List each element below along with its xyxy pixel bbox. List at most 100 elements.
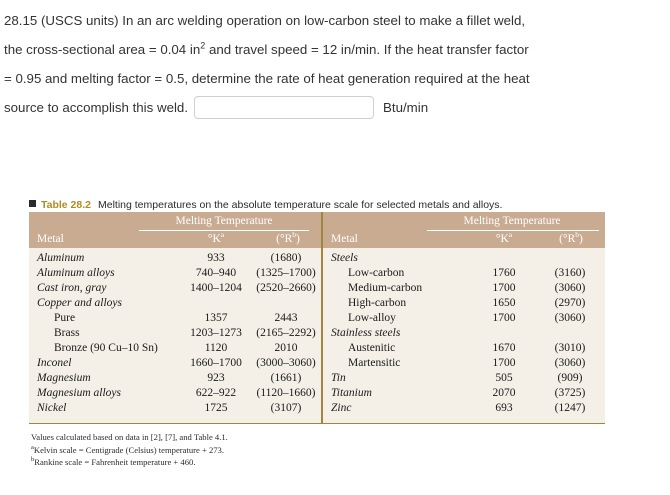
header-rankine-left-note: b: [292, 230, 296, 240]
table-cell-rankine: (3060): [554, 282, 586, 294]
table-row-label: Low-alloy: [348, 312, 396, 324]
table-cell-rankine: (1680): [270, 252, 302, 264]
answer-input[interactable]: [194, 96, 375, 119]
table-cell-kelvin: 1650: [492, 297, 516, 309]
footnote-marker: b: [31, 456, 35, 464]
table-cell-kelvin: 933: [207, 252, 225, 264]
table-caption: Table 28.2 Melting temperatures on the a…: [29, 199, 502, 211]
question-line-3: = 0.95 and melting factor = 0.5, determi…: [4, 71, 530, 86]
table-row-label: Tin: [331, 372, 346, 384]
table-body: Aluminum 933 (1680) Aluminum alloys 740–940 (…: [29, 212, 605, 423]
table-cell-kelvin: 1203–1273: [190, 327, 242, 339]
header-rankine-left-close: ): [296, 233, 300, 245]
table-row-label: Cast iron, gray: [37, 282, 107, 294]
table-cell-kelvin: 1400–1204: [190, 282, 242, 294]
table-row-label: Brass: [54, 327, 80, 339]
table-cell-rankine: (1247): [554, 402, 586, 414]
table-row-label: Titanium: [331, 387, 372, 399]
footnote-text: Rankine scale = Fahrenheit temperature +…: [34, 457, 196, 468]
header-group-title-right: Melting Temperature: [463, 215, 561, 227]
table-header-right: Melting Temperature Metal °Ka (°Rb): [322, 212, 605, 248]
question-block: 28.15 (USCS units) In an arc welding ope…: [0, 0, 670, 122]
header-rule-right: [427, 230, 599, 231]
table-cell-rankine: (3000–3060): [256, 357, 316, 369]
header-rankine-left-text: (°R: [276, 233, 293, 245]
table-cell-rankine: (3060): [554, 357, 586, 369]
question-line-2-suffix: and travel speed = 12 in/min. If the hea…: [205, 42, 529, 57]
table-cell-kelvin: 2070: [492, 387, 516, 399]
footnote: Values calculated based on data in [2], …: [31, 431, 451, 444]
table-cell-rankine: 2010: [274, 342, 298, 354]
question-line-2: the cross-sectional area = 0.04 in2 and …: [4, 35, 662, 64]
table-cell-kelvin: 1357: [204, 312, 228, 324]
melting-temperature-table: Melting Temperature Metal °Ka (°Rb) Melt…: [29, 212, 605, 424]
header-metal-right: Metal: [331, 233, 358, 245]
caption-text: Melting temperatures on the absolute tem…: [98, 199, 503, 211]
header-rankine-right-note: b: [575, 230, 579, 240]
footnote-text: Values calculated based on data in [2], …: [31, 432, 228, 442]
header-kelvin-right-note: a: [508, 230, 513, 240]
table-cell-rankine: (2520–2660): [256, 282, 316, 294]
footnote-marker: a: [31, 443, 34, 451]
table-cell-kelvin: 1700: [492, 312, 516, 324]
table-footnotes: Values calculated based on data in [2], …: [31, 431, 451, 469]
table-row-label: Martensitic: [348, 357, 401, 369]
footnote: bRankine scale = Fahrenheit temperature …: [31, 456, 451, 469]
table-cell-rankine: (3010): [554, 342, 586, 354]
question-line-4: source to accomplish this weld. Btu/min: [4, 93, 662, 122]
table-cell-rankine: (3160): [554, 267, 586, 279]
table-cell-rankine: (3725): [554, 387, 586, 399]
table-row-label: Steels: [331, 252, 358, 264]
table-row-label: Zinc: [331, 402, 352, 414]
header-rule-left: [139, 230, 309, 231]
table-cell-rankine: (1120–1660): [256, 387, 316, 399]
header-kelvin-right-text: °K: [495, 233, 509, 245]
table-cell-kelvin: 1120: [204, 342, 228, 354]
table-row-label: Copper and alloys: [37, 297, 122, 309]
table-row-label: Inconel: [37, 357, 72, 369]
footnote: aKelvin scale = Centigrade (Celsius) tem…: [31, 444, 451, 457]
table-cell-kelvin: 923: [207, 372, 225, 384]
header-kelvin-left-note: a: [220, 230, 225, 240]
header-rankine-left: (°Rb): [257, 230, 319, 246]
table-cell-rankine: (3060): [554, 312, 586, 324]
header-group-title-left: Melting Temperature: [175, 215, 273, 227]
header-kelvin-left-text: °K: [207, 233, 221, 245]
table-vertical-divider: [321, 212, 323, 423]
table-row-label: Nickel: [37, 402, 67, 414]
table-row-label: Stainless steels: [331, 327, 401, 339]
table-cell-kelvin: 1760: [492, 267, 516, 279]
table-cell-kelvin: 740–940: [195, 267, 237, 279]
header-metal-left: Metal: [37, 233, 64, 245]
header-rankine-right-close: ): [579, 233, 583, 245]
question-line-1: 28.15 (USCS units) In an arc welding ope…: [4, 13, 526, 28]
table-row-label: High-carbon: [348, 297, 407, 309]
table-row-label: Low-carbon: [348, 267, 405, 279]
table-row-label: Medium-carbon: [348, 282, 423, 294]
table-row-label: Austenitic: [348, 342, 396, 354]
table-cell-rankine: (2970): [554, 297, 586, 309]
table-row-label: Bronze (90 Cu–10 Sn): [54, 342, 158, 354]
table-cell-rankine: (3107): [270, 402, 302, 414]
table-cell-kelvin: 622–922: [195, 387, 237, 399]
footnote-text: Kelvin scale = Centigrade (Celsius) temp…: [33, 444, 224, 455]
header-kelvin-left: °Ka: [177, 230, 255, 246]
table-cell-rankine: 2443: [274, 312, 298, 324]
table-row-label: Aluminum: [37, 252, 85, 264]
question-line-4-text: source to accomplish this weld.: [4, 100, 189, 115]
table-cell-kelvin: 1660–1700: [190, 357, 242, 369]
table-cell-rankine: (1661): [270, 372, 302, 384]
header-rankine-right-text: (°R: [559, 233, 576, 245]
answer-unit-label: Btu/min: [383, 100, 429, 115]
area-exponent: 2: [200, 40, 206, 51]
table-cell-rankine: (909): [557, 372, 583, 384]
table-cell-kelvin: 1670: [492, 342, 516, 354]
caption-bullet-icon: [29, 200, 36, 207]
table-cell-kelvin: 1700: [492, 282, 516, 294]
table-cell-kelvin: 505: [495, 372, 513, 384]
table-row-label: Magnesium: [37, 372, 91, 384]
caption-number: Table 28.2: [41, 199, 91, 211]
table-row-label: Pure: [54, 312, 76, 324]
table-cell-rankine: (1325–1700): [256, 267, 316, 279]
question-line-2-prefix: the cross-sectional area = 0.04 in: [4, 42, 201, 57]
